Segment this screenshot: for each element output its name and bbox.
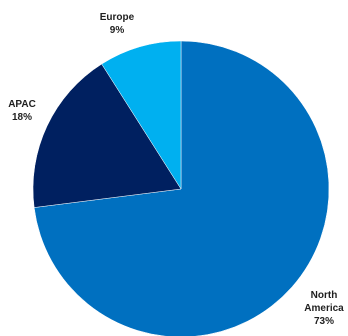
pie-label-name: Europe	[100, 12, 135, 23]
pie-slice-europe	[101, 40, 182, 190]
pie-labels: North America 73% APAC 18% Europe 9%	[8, 12, 344, 327]
pie-label-europe: Europe 9%	[100, 12, 135, 36]
pie-slice-north-america	[33, 40, 330, 336]
pie-label-name: North	[311, 290, 338, 301]
pie-slice-apac	[32, 63, 182, 208]
pie-label-value: 18%	[12, 112, 32, 123]
pie-label-value: 73%	[314, 316, 334, 327]
pie-label-name: America	[304, 303, 344, 314]
pie-label-name: APAC	[8, 99, 36, 110]
pie-label-apac: APAC 18%	[8, 99, 36, 123]
pie-slices	[32, 40, 330, 336]
pie-label-value: 9%	[110, 25, 125, 36]
pie-label-north-america: North America 73%	[304, 290, 344, 327]
